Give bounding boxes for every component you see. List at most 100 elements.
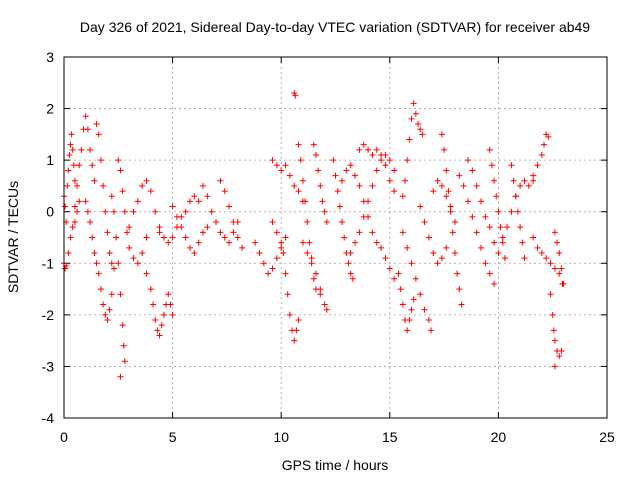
data-point — [117, 291, 124, 298]
data-point — [412, 110, 419, 117]
data-point — [456, 172, 463, 179]
data-point — [491, 177, 498, 184]
data-point — [451, 219, 458, 226]
data-point — [545, 133, 552, 140]
data-point — [347, 270, 354, 277]
data-point — [541, 141, 548, 148]
data-point — [356, 229, 363, 236]
data-point — [120, 342, 127, 349]
data-point — [525, 182, 532, 189]
series-track-05 — [93, 121, 117, 272]
x-axis-ticks: 0 5 10 15 20 25 — [60, 57, 615, 445]
x-tick-label: 0 — [60, 429, 68, 445]
data-point — [117, 167, 124, 174]
data-point — [217, 229, 224, 236]
data-point — [119, 322, 126, 329]
data-point — [304, 219, 311, 226]
data-point — [66, 151, 73, 158]
data-point — [551, 265, 558, 272]
data-point — [165, 239, 172, 246]
data-point — [369, 151, 376, 158]
data-point — [110, 265, 117, 272]
series-track-11 — [169, 203, 211, 256]
data-point — [299, 239, 306, 246]
series-track-28 — [417, 203, 450, 267]
data-point — [319, 198, 326, 205]
data-point — [252, 239, 259, 246]
data-point — [108, 291, 115, 298]
series-track-18 — [295, 141, 324, 298]
data-point — [410, 100, 417, 107]
data-point — [150, 301, 157, 308]
data-point — [269, 157, 276, 164]
data-point — [139, 249, 146, 256]
y-axis-ticks: -4 -3 -2 -1 0 1 2 3 — [42, 49, 607, 426]
series-track-26 — [399, 100, 426, 200]
data-point — [514, 208, 521, 215]
data-point — [447, 208, 454, 215]
data-point — [334, 188, 341, 195]
data-point — [521, 255, 528, 262]
data-point — [365, 146, 372, 153]
data-point — [239, 244, 246, 251]
series-track-35 — [508, 162, 528, 262]
data-point — [115, 157, 122, 164]
data-point — [339, 177, 346, 184]
data-point — [69, 224, 76, 231]
data-point — [473, 182, 480, 189]
data-point — [408, 115, 415, 122]
data-point — [517, 224, 524, 231]
data-point — [558, 265, 565, 272]
series-track-12 — [200, 182, 241, 246]
data-point — [160, 234, 167, 241]
series-track-36 — [530, 131, 552, 179]
data-point — [386, 157, 393, 164]
data-point — [510, 177, 517, 184]
data-point — [147, 286, 154, 293]
data-point — [273, 229, 280, 236]
data-point — [417, 126, 424, 133]
data-point — [373, 239, 380, 246]
data-point — [315, 167, 322, 174]
data-point — [486, 224, 493, 231]
series-track-10 — [156, 193, 202, 246]
plot-frame — [63, 56, 608, 419]
x-tick-label: 15 — [382, 429, 398, 445]
data-point — [538, 249, 545, 256]
data-point — [208, 208, 215, 215]
data-point — [230, 219, 237, 226]
data-point — [412, 275, 419, 282]
data-point — [430, 188, 437, 195]
data-point — [156, 229, 163, 236]
data-point — [547, 291, 554, 298]
data-point — [449, 229, 456, 236]
data-point — [530, 234, 537, 241]
data-point — [341, 234, 348, 241]
data-point — [443, 193, 450, 200]
data-point — [378, 157, 385, 164]
data-point — [100, 301, 107, 308]
data-point — [378, 244, 385, 251]
data-point — [108, 193, 115, 200]
y-tick-label: -4 — [42, 410, 55, 426]
data-point — [191, 193, 198, 200]
data-point — [410, 296, 417, 303]
data-point — [330, 157, 337, 164]
data-point — [293, 327, 300, 334]
data-point — [347, 162, 354, 169]
data-point — [493, 193, 500, 200]
data-point — [495, 249, 502, 256]
data-point — [443, 167, 450, 174]
data-point — [551, 337, 558, 344]
data-point — [121, 358, 128, 365]
series-track-37 — [530, 234, 563, 277]
data-point — [302, 198, 309, 205]
data-point — [397, 286, 404, 293]
data-point — [93, 260, 100, 267]
data-point — [488, 162, 495, 169]
data-point — [508, 208, 515, 215]
data-point — [130, 255, 137, 262]
data-point — [87, 219, 94, 226]
data-point — [428, 327, 435, 334]
